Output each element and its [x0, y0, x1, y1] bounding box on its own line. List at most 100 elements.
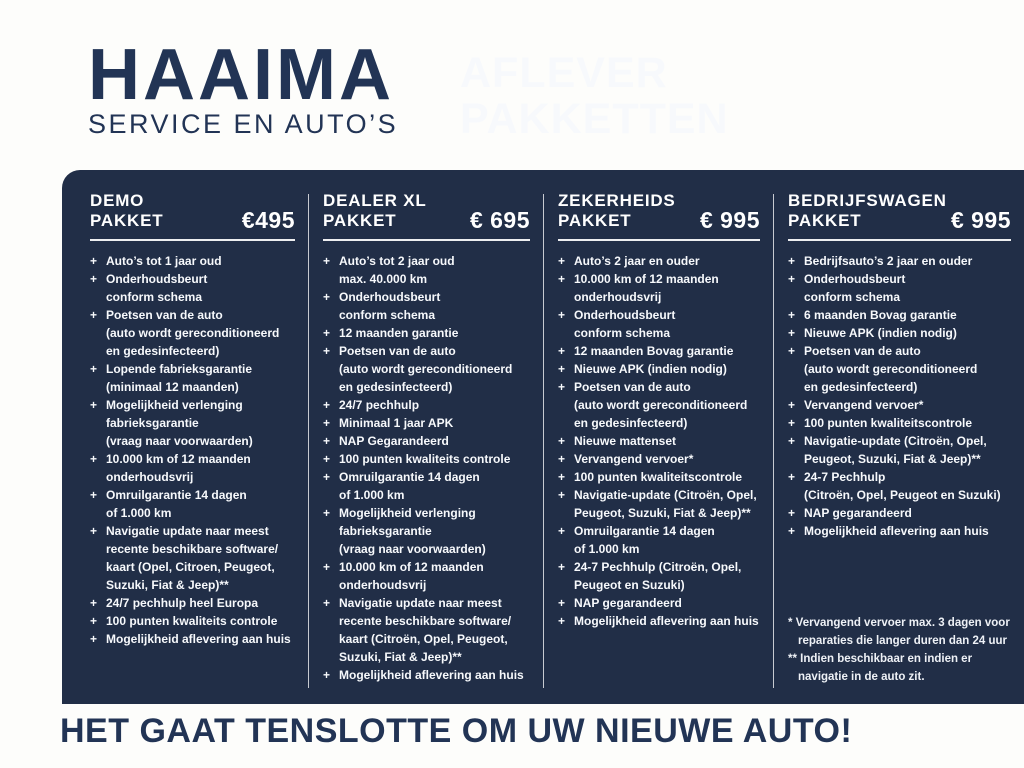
feature-text: Mogelijkheid verlenging [106, 398, 243, 412]
plus-icon: + [558, 488, 566, 502]
feature-line: (auto wordt gereconditioneerd [90, 324, 295, 342]
feature-text: 24-7 Pechhulp (Citroën, Opel, [574, 560, 742, 574]
column-divider [543, 194, 544, 688]
feature-line: + Omruilgarantie 14 dagen [323, 468, 530, 486]
feature-text: (Citroën, Opel, Peugeot en Suzuki) [804, 488, 1001, 502]
feature-text: Peugeot en Suzuki) [574, 578, 685, 592]
feature-text: Omruilgarantie 14 dagen [106, 488, 247, 502]
feature-line: en gedesinfecteerd) [558, 414, 760, 432]
package-header: ZEKERHEIDS PAKKET € 995 [558, 191, 760, 233]
feature-text: 12 maanden garantie [339, 326, 459, 340]
feature-list: + Bedrijfsauto’s 2 jaar en ouder + Onderhou… [788, 252, 1011, 540]
packages-panel: DEMO PAKKET €495 + Auto’s tot 1 jaar oud + Ond… [62, 170, 1024, 704]
feature-line: kaart (Opel, Citroen, Peugeot, [90, 558, 295, 576]
plus-icon: + [558, 470, 566, 484]
plus-icon: + [90, 596, 98, 610]
feature-text: Nieuwe mattenset [574, 434, 677, 448]
feature-line: Peugeot, Suzuki, Fiat & Jeep)** [788, 450, 1011, 468]
page-title: AFLEVER PAKKETTEN [460, 50, 729, 142]
feature-line: recente beschikbare software/ [90, 540, 295, 558]
plus-icon: + [558, 434, 566, 448]
plus-icon: + [788, 326, 796, 340]
feature-line: +24-7 Pechhulp (Citroën, Opel, [558, 558, 760, 576]
plus-icon: + [90, 254, 98, 268]
feature-text: kaart (Opel, Citroen, Peugeot, [106, 560, 275, 574]
feature-line: + Mogelijkheid aflevering aan huis [90, 630, 295, 648]
plus-icon: + [90, 632, 98, 646]
package-price: € 995 [699, 207, 760, 233]
feature-line: fabrieksgarantie [323, 522, 530, 540]
feature-line: +10.000 km of 12 maanden [323, 558, 530, 576]
plus-icon: + [558, 344, 566, 358]
feature-line: Peugeot en Suzuki) [558, 576, 760, 594]
feature-line: + Onderhoudsbeurt [788, 270, 1011, 288]
feature-line: (auto wordt gereconditioneerd [788, 360, 1011, 378]
package-name: DEALER XL PAKKET [323, 191, 427, 231]
feature-text: en gedesinfecteerd) [804, 380, 918, 394]
feature-line: recente beschikbare software/ [323, 612, 530, 630]
plus-icon: + [558, 614, 566, 628]
plus-icon: + [788, 308, 796, 322]
feature-text: Suzuki, Fiat & Jeep)** [339, 650, 462, 664]
package-price: €495 [241, 207, 295, 233]
feature-text: kaart (Citroën, Opel, Peugeot, [339, 632, 508, 646]
package-name-line2: PAKKET [323, 211, 397, 230]
plus-icon: + [788, 470, 796, 484]
feature-line: + Onderhoudsbeurt [90, 270, 295, 288]
footnotes: * Vervangend vervoer max. 3 dagen voor re… [788, 614, 1011, 688]
plus-icon: + [323, 344, 331, 358]
feature-line: +24-7 Pechhulp [788, 468, 1011, 486]
package-name-line1: DEALER XL [323, 191, 427, 210]
feature-line: + Nieuwe APK (indien nodig) [558, 360, 760, 378]
feature-line: conform schema [90, 288, 295, 306]
feature-line: + Bedrijfsauto’s 2 jaar en ouder [788, 252, 1011, 270]
feature-text: of 1.000 km [106, 506, 172, 520]
feature-text: 12 maanden Bovag garantie [574, 344, 734, 358]
feature-list: + Auto’s tot 1 jaar oud + Onderhoudsbeurt co… [90, 252, 295, 648]
plus-icon: + [323, 326, 331, 340]
feature-line: conform schema [788, 288, 1011, 306]
feature-text: (auto wordt gereconditioneerd [574, 398, 748, 412]
page-title-line1: AFLEVER [460, 50, 668, 96]
feature-line: en gedesinfecteerd) [788, 378, 1011, 396]
plus-icon: + [323, 398, 331, 412]
feature-line: + Navigatie update naar meest [323, 594, 530, 612]
feature-text: Bedrijfsauto’s 2 jaar en ouder [804, 254, 973, 268]
plus-icon: + [90, 488, 98, 502]
feature-line: (auto wordt gereconditioneerd [558, 396, 760, 414]
feature-text: NAP Gegarandeerd [339, 434, 449, 448]
feature-line: + Navigatie update naar meest [90, 522, 295, 540]
feature-line: + Vervangend vervoer* [788, 396, 1011, 414]
feature-text: 10.000 km of 12 maanden [106, 452, 251, 466]
feature-text: Peugeot, Suzuki, Fiat & Jeep)** [574, 506, 751, 520]
feature-line: +100 punten kwaliteitscontrole [558, 468, 760, 486]
plus-icon: + [323, 560, 331, 574]
plus-icon: + [558, 308, 566, 322]
feature-text: 24-7 Pechhulp [804, 470, 886, 484]
feature-line: + Mogelijkheid verlenging [90, 396, 295, 414]
feature-text: (auto wordt gereconditioneerd [106, 326, 280, 340]
feature-text: Mogelijkheid verlenging [339, 506, 476, 520]
feature-text: max. 40.000 km [339, 272, 428, 286]
feature-text: Lopende fabrieksgarantie [106, 362, 253, 376]
plus-icon: + [558, 272, 566, 286]
feature-text: 10.000 km of 12 maanden [574, 272, 719, 286]
feature-text: conform schema [106, 290, 203, 304]
feature-text: Minimaal 1 jaar APK [339, 416, 454, 430]
feature-text: (auto wordt gereconditioneerd [804, 362, 978, 376]
feature-text: NAP gegarandeerd [574, 596, 682, 610]
column-divider [308, 194, 309, 688]
feature-line: onderhoudsvrij [323, 576, 530, 594]
feature-text: fabrieksgarantie [106, 416, 199, 430]
feature-line: + Minimaal 1 jaar APK [323, 414, 530, 432]
plus-icon: + [323, 470, 331, 484]
feature-line: of 1.000 km [90, 504, 295, 522]
feature-line: Suzuki, Fiat & Jeep)** [323, 648, 530, 666]
feature-line: + NAP Gegarandeerd [323, 432, 530, 450]
footnote-line: * Vervangend vervoer max. 3 dagen voor [788, 617, 1010, 629]
package-price: € 695 [469, 207, 530, 233]
feature-text: Auto’s 2 jaar en ouder [574, 254, 700, 268]
package-name-line2: PAKKET [788, 211, 862, 230]
plus-icon: + [558, 560, 566, 574]
feature-text: of 1.000 km [339, 488, 405, 502]
